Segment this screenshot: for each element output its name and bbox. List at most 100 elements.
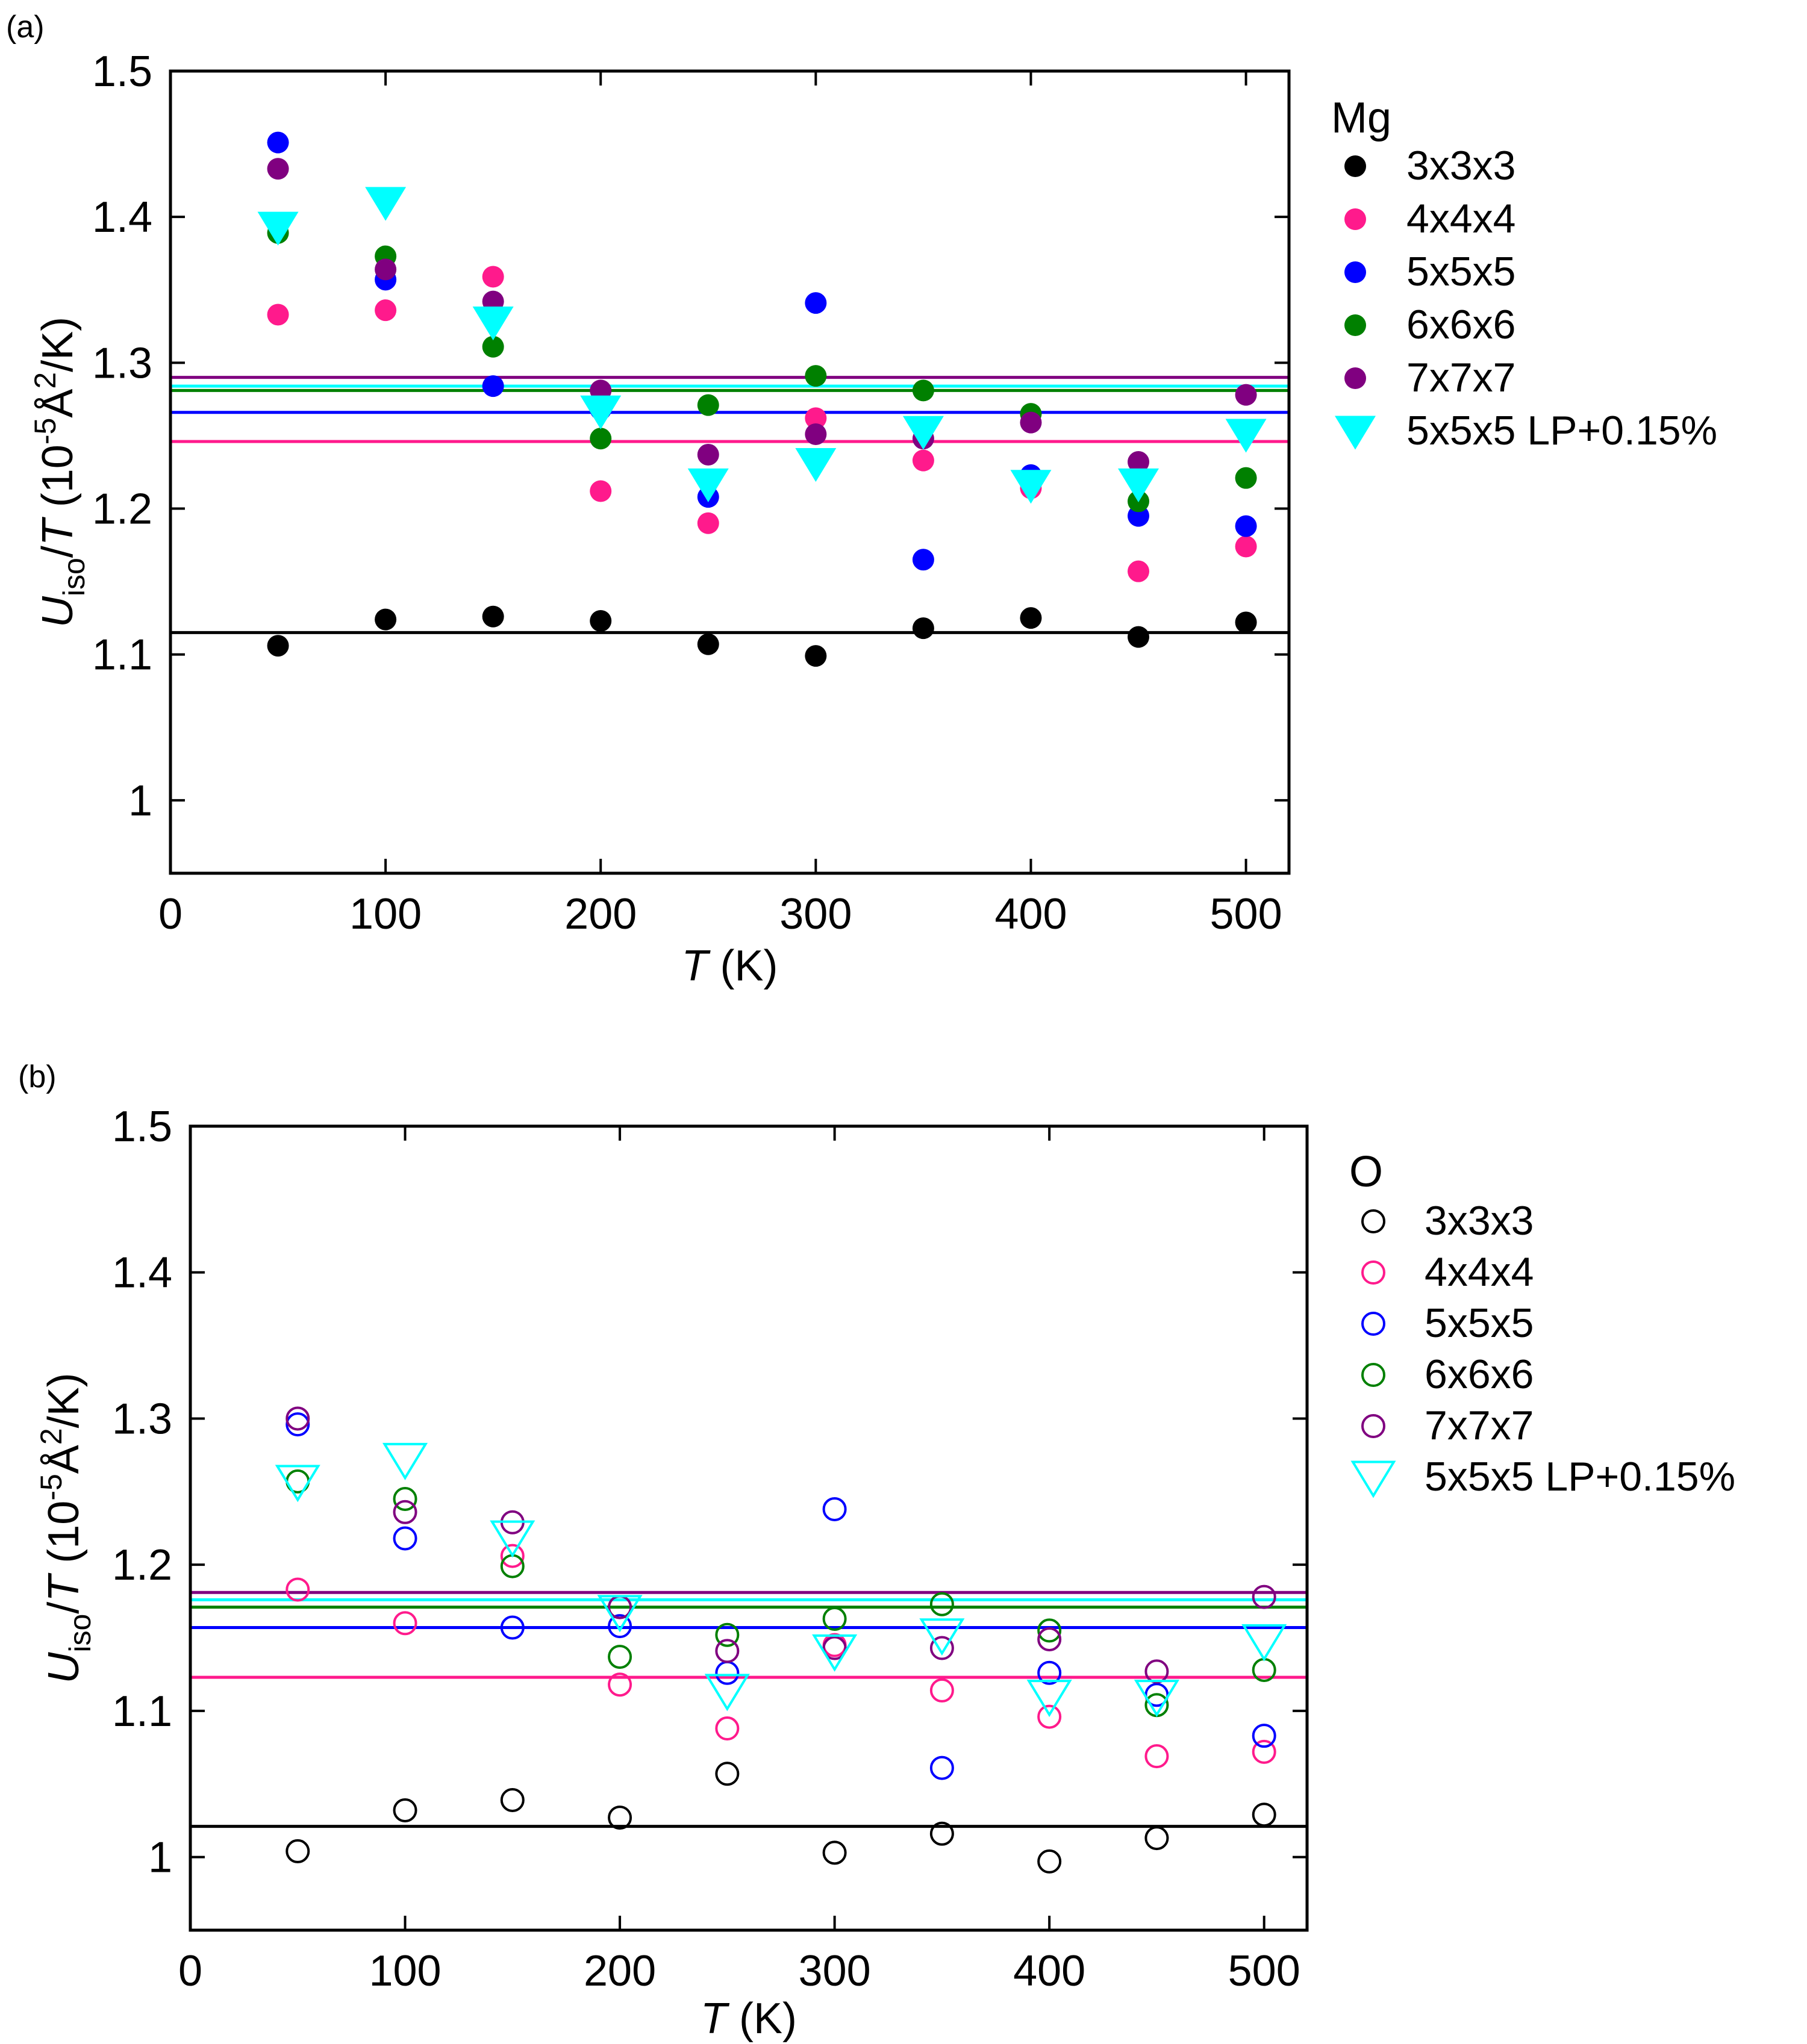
data-point	[275, 1465, 320, 1503]
y-axis-slash: /	[40, 1602, 88, 1614]
data-point	[1144, 1659, 1169, 1684]
data-point	[1225, 419, 1267, 453]
x-tick-label: 0	[158, 890, 183, 938]
y-axis-var: U	[40, 1652, 88, 1684]
data-point	[1134, 1680, 1179, 1718]
series-5x5x5	[286, 1412, 1276, 1780]
data-point	[608, 1806, 632, 1830]
legend-label: 5x5x5 LP+0.15%	[1425, 1454, 1735, 1500]
data-point	[490, 1520, 535, 1558]
data-point	[580, 395, 622, 429]
data-point	[590, 428, 612, 450]
data-point	[375, 608, 397, 631]
legend-marker	[1361, 1363, 1385, 1387]
y-tick-label: 1.5	[92, 48, 152, 96]
y-axis-title: Uiso/T (10-5Å2/K)	[28, 317, 91, 628]
data-point	[1252, 1724, 1276, 1748]
legend-item: 3x3x3	[1361, 1198, 1534, 1244]
legend-marker	[1361, 1260, 1385, 1285]
legend-label: 4x4x4	[1425, 1249, 1534, 1295]
data-point	[697, 633, 719, 655]
x-axis-var: T	[701, 1995, 730, 2043]
legend-label: 3x3x3	[1406, 143, 1515, 189]
y-tick-label: 1.1	[112, 1687, 172, 1736]
series-5x5x5	[267, 131, 1257, 571]
legend: Mg 3x3x3 4x4x4 5x5x5 6x6x6 7x7x7 5x5x5 LP+0.15…	[1331, 94, 1717, 453]
x-axis-title: T (K)	[682, 942, 778, 990]
data-point	[482, 335, 504, 358]
y-tick-label: 1.1	[92, 631, 152, 679]
data-point	[1235, 515, 1257, 537]
y-axis-exp1: -5	[28, 418, 62, 444]
data-point	[482, 605, 504, 628]
data-point	[1128, 626, 1150, 648]
data-point	[393, 1611, 417, 1636]
y-axis-sub: iso	[57, 558, 91, 596]
data-point	[822, 1497, 847, 1521]
y-tick-label: 1	[128, 777, 152, 825]
data-point	[1037, 1618, 1062, 1643]
y-axis-title: Uiso/T (10-5Å2/K)	[34, 1373, 97, 1683]
data-point	[1020, 411, 1042, 434]
x-tick-label: 200	[564, 890, 637, 938]
data-point	[1118, 468, 1159, 502]
data-point	[805, 365, 827, 387]
x-tick-label: 500	[1228, 1947, 1300, 1995]
data-point	[608, 1672, 632, 1697]
legend-label: 4x4x4	[1406, 196, 1515, 241]
data-point	[267, 635, 289, 657]
data-point	[365, 187, 407, 221]
data-point	[286, 1577, 310, 1602]
y-axis-exp1: -5	[34, 1474, 68, 1500]
data-point	[919, 1618, 965, 1656]
data-point	[812, 1634, 858, 1672]
legend: O 3x3x3 4x4x4 5x5x5 6x6x6 7x7x7 5x5x5 LP+0.15%	[1349, 1148, 1735, 1500]
data-point	[715, 1660, 740, 1685]
data-point	[608, 1614, 632, 1639]
data-point	[912, 549, 934, 571]
data-point	[1252, 1739, 1276, 1764]
data-point	[500, 1615, 525, 1640]
y-tick-label: 1.3	[112, 1395, 172, 1443]
data-point	[1037, 1660, 1062, 1685]
series-3x3x3	[267, 605, 1257, 667]
data-point	[1037, 1627, 1062, 1651]
y-axis-unit: Å	[40, 1445, 88, 1474]
data-point	[1026, 1680, 1072, 1718]
legend-item: 5x5x5	[1344, 249, 1515, 294]
y-tick-label: 1.4	[92, 193, 152, 241]
y-tick-label: 1.2	[112, 1541, 172, 1589]
data-point	[267, 131, 289, 154]
y-axis-rest: (10	[34, 444, 82, 519]
data-point	[608, 1645, 632, 1669]
x-axis-unit: (K)	[727, 1995, 797, 2043]
y-axis-mid: /T (10	[34, 444, 82, 558]
x-axis-title: T (K)	[701, 1995, 797, 2043]
legend-title: Mg	[1331, 94, 1391, 142]
legend-label: 6x6x6	[1425, 1351, 1534, 1397]
data-point	[1241, 1624, 1287, 1662]
y-axis-end: /K)	[34, 317, 82, 372]
legend-marker	[1344, 155, 1366, 177]
y-axis-var: U	[34, 596, 82, 628]
legend-label: 5x5x5 LP+0.15%	[1406, 408, 1717, 453]
y-axis-T: T	[40, 1572, 88, 1602]
legend-item: 6x6x6	[1361, 1351, 1534, 1397]
data-point	[912, 617, 934, 640]
legend-marker	[1350, 1460, 1396, 1498]
legend-marker	[1361, 1209, 1385, 1233]
data-point	[286, 1406, 310, 1431]
data-point	[1020, 607, 1042, 629]
chart-panel-b: (b) 0 100 200 300 400 500 1 1.1 1.2 1.3 1.4 1.5 T (K)…	[18, 1059, 1735, 2043]
data-point	[929, 1636, 954, 1660]
data-point	[500, 1787, 525, 1812]
data-point	[805, 292, 827, 314]
series-5x5x5-lp-0-15-	[275, 1442, 1287, 1718]
x-tick-label: 0	[178, 1947, 202, 1995]
data-point	[1037, 1849, 1062, 1874]
x-tick-label: 300	[779, 890, 852, 938]
data-point	[590, 610, 612, 632]
data-point	[500, 1544, 525, 1568]
legend-marker	[1361, 1312, 1385, 1336]
data-point	[929, 1821, 954, 1846]
